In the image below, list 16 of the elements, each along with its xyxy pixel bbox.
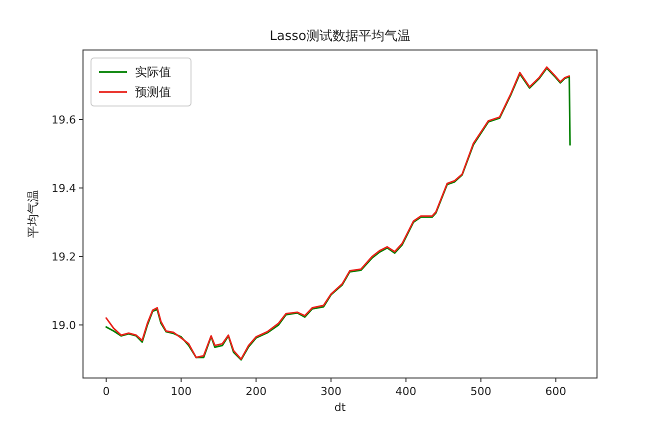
legend-label: 实际值 (135, 65, 171, 79)
y-tick-label: 19.6 (52, 114, 76, 127)
y-tick-label: 19.0 (52, 318, 76, 332)
x-axis-title: dt (334, 401, 346, 414)
x-tick-label: 200 (246, 385, 267, 398)
chart-title: Lasso测试数据平均气温 (270, 29, 410, 44)
x-tick-label: 100 (170, 385, 192, 398)
x-tick-label: 600 (545, 385, 566, 398)
y-tick-label: 19.4 (52, 182, 76, 195)
x-tick-label: 300 (320, 385, 342, 398)
x-tick-label: 400 (395, 385, 416, 398)
legend-label: 预测值 (135, 85, 171, 99)
y-tick-label: 19.2 (52, 250, 76, 264)
x-tick-label: 0 (102, 385, 110, 398)
y-axis-title: 平均气温 (26, 190, 40, 238)
x-tick-label: 500 (470, 385, 492, 398)
